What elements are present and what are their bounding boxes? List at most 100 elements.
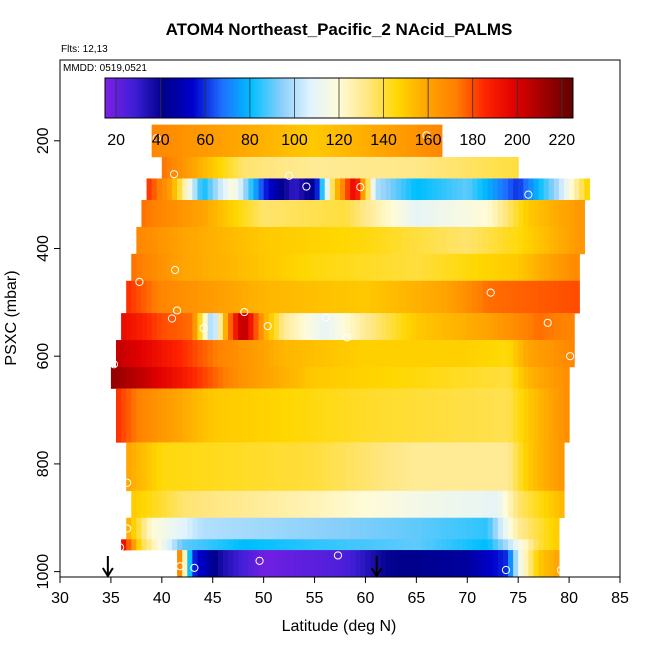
colorbar-segment <box>215 78 218 118</box>
heatmap-cell <box>345 156 351 179</box>
heatmap-cell <box>258 539 265 551</box>
heatmap-cell <box>182 313 188 341</box>
heatmap-cell <box>472 226 479 255</box>
heatmap-cell <box>365 442 372 492</box>
colorbar-segment <box>229 78 232 118</box>
heatmap-cell <box>411 340 417 368</box>
heatmap-cell <box>518 517 524 540</box>
heatmap-cell <box>365 124 372 158</box>
heatmap-cell <box>518 490 524 519</box>
heatmap-cell <box>462 200 468 228</box>
heatmap-cell <box>380 178 387 201</box>
colorbar-segment <box>179 78 182 118</box>
heatmap-cell <box>294 550 300 578</box>
heatmap-cell <box>543 550 550 578</box>
heatmap-cell <box>523 313 529 341</box>
heatmap-cell <box>263 366 270 389</box>
heatmap-cell <box>156 178 163 201</box>
heatmap-cell <box>334 280 341 314</box>
heatmap-cell <box>319 517 326 540</box>
heatmap-cell <box>502 253 509 282</box>
heatmap-cell <box>513 253 519 282</box>
heatmap-cell <box>416 340 423 368</box>
colorbar-segment <box>227 78 230 118</box>
heatmap-cell <box>278 539 285 551</box>
heatmap-cell <box>446 550 453 578</box>
heatmap-cell <box>314 366 321 389</box>
heatmap-cell <box>197 200 204 228</box>
heatmap-cell <box>553 550 560 578</box>
heatmap-cell <box>502 313 509 341</box>
heatmap-cell <box>202 539 209 551</box>
sample-point <box>123 478 132 487</box>
heatmap-cell <box>477 490 484 519</box>
heatmap-cell <box>294 226 300 255</box>
heatmap-cell <box>228 280 234 314</box>
sample-point <box>486 288 495 297</box>
colorbar-segment <box>415 78 418 118</box>
heatmap-cell <box>477 313 484 341</box>
colorbar-segment <box>381 78 384 118</box>
heatmap-cell <box>182 124 188 158</box>
colorbar-segment <box>547 78 550 118</box>
heatmap-cell <box>390 200 397 228</box>
heatmap-cell <box>141 313 148 341</box>
heatmap-cell <box>212 539 219 551</box>
heatmap-cell <box>431 490 438 519</box>
heatmap-cell <box>345 366 351 389</box>
heatmap-cell <box>446 156 453 179</box>
colorbar-segment <box>571 78 574 118</box>
heatmap-cell <box>390 539 397 551</box>
heatmap-cell <box>350 226 356 255</box>
heatmap-cell <box>452 442 458 492</box>
heatmap-cell <box>508 550 514 578</box>
heatmap-cell <box>222 340 229 368</box>
heatmap-cell <box>558 366 565 389</box>
y-tick-label: 800 <box>35 450 52 477</box>
heatmap-cell <box>355 442 361 492</box>
heatmap-cell <box>436 442 443 492</box>
colorbar: 20 40 60 80 100 120 140 160 180 200 220 <box>104 77 575 149</box>
colorbar-segment <box>299 78 302 118</box>
heatmap-cell <box>401 490 407 519</box>
heatmap-cell <box>492 517 499 540</box>
heatmap-cell <box>431 550 438 578</box>
heatmap-cell <box>243 388 249 443</box>
heatmap-cell <box>482 178 489 201</box>
heatmap-cell <box>558 340 565 368</box>
colorbar-segment <box>135 78 138 118</box>
colorbar-segment <box>355 78 358 118</box>
heatmap-cell <box>294 490 300 519</box>
heatmap-cell <box>263 226 270 255</box>
heatmap-cell <box>538 253 545 282</box>
heatmap-cell <box>258 517 265 540</box>
band-row <box>126 280 580 314</box>
heatmap-cell <box>385 253 392 282</box>
heatmap-cell <box>156 280 163 314</box>
heatmap-cell <box>340 178 346 201</box>
heatmap-cell <box>446 517 453 540</box>
heatmap-cell <box>487 550 494 578</box>
heatmap-cell <box>319 340 326 368</box>
heatmap-cell <box>482 442 489 492</box>
heatmap-cell <box>309 442 316 492</box>
heatmap-cell <box>212 253 219 282</box>
heatmap-cell <box>457 490 463 519</box>
heatmap-cell <box>564 226 570 255</box>
heatmap-cell <box>467 340 473 368</box>
heatmap-cell <box>375 253 382 282</box>
heatmap-cell <box>365 253 372 282</box>
heatmap-cell <box>314 178 321 201</box>
heatmap-cell <box>228 313 234 341</box>
x-tick-label: 60 <box>357 590 375 607</box>
heatmap-cell <box>131 340 137 368</box>
sample-point <box>199 324 208 333</box>
colorbar-segment <box>121 78 124 118</box>
heatmap-cell <box>477 156 484 179</box>
colorbar-segment <box>267 78 270 118</box>
heatmap-cell <box>268 442 275 492</box>
heatmap-cell <box>360 340 367 368</box>
heatmap-cell <box>457 388 463 443</box>
heatmap-cell <box>467 280 473 314</box>
heatmap-cell <box>207 517 214 540</box>
